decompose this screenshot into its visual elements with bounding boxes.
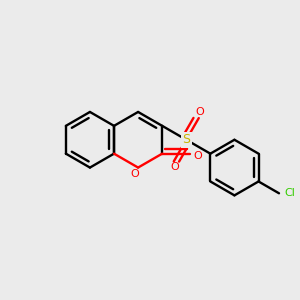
Text: O: O: [131, 169, 140, 179]
Text: O: O: [196, 107, 205, 117]
Text: O: O: [193, 151, 202, 161]
Text: S: S: [182, 133, 190, 146]
Text: O: O: [171, 162, 180, 172]
Text: Cl: Cl: [285, 188, 296, 198]
